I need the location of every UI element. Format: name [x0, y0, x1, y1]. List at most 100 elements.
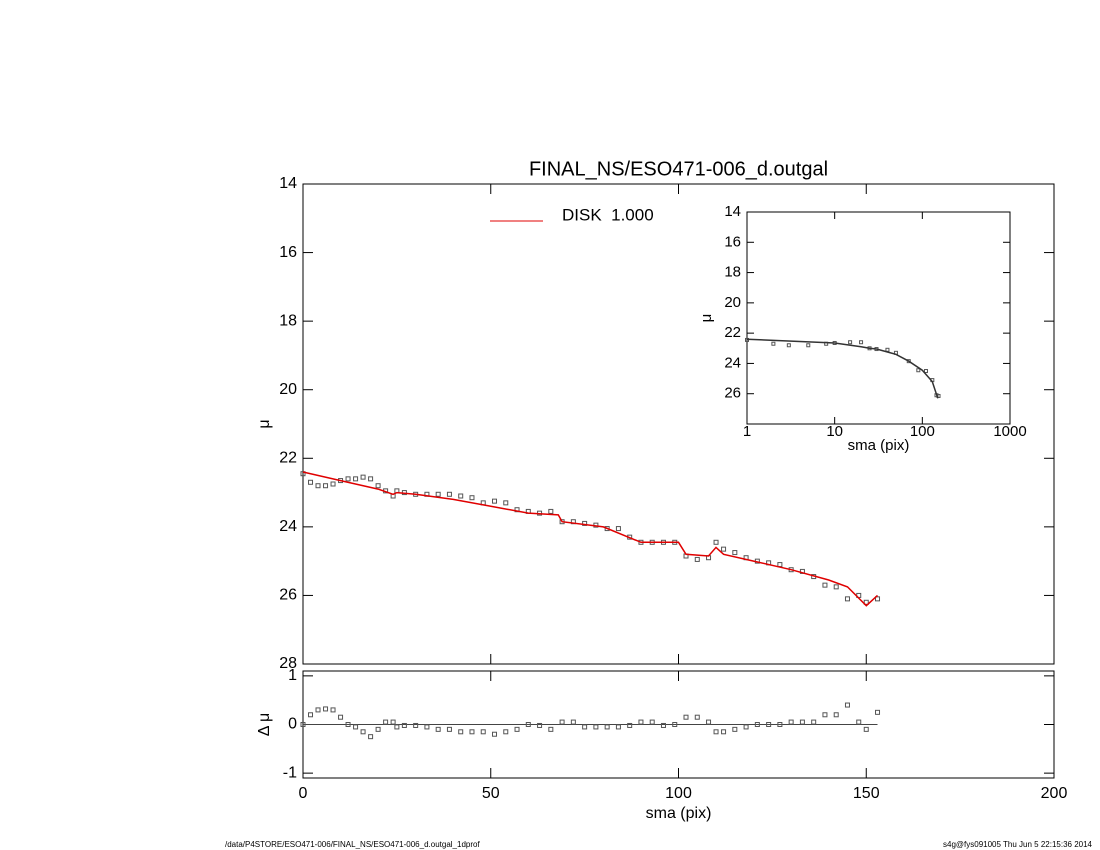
data-point [844, 596, 850, 602]
data-point [822, 582, 828, 588]
data-point [649, 719, 655, 725]
data-point [345, 722, 351, 727]
data-point [570, 719, 576, 725]
data-point [435, 491, 441, 497]
plot-frame [746, 211, 1011, 425]
data-point [375, 726, 381, 732]
footer-right: s4g@fys091005 Thu Jun 5 22:15:36 2014 [943, 840, 1093, 849]
data-point [833, 584, 839, 590]
data-point [771, 341, 776, 346]
data-point [300, 471, 306, 477]
data-point [786, 343, 791, 348]
data-point [353, 476, 359, 482]
data-point [345, 476, 351, 482]
data-point [863, 726, 869, 732]
data-point [875, 596, 881, 602]
y-tick-label: 28 [279, 655, 297, 672]
data-point [368, 734, 374, 740]
data-point [315, 483, 321, 489]
y-tick-label: 24 [279, 518, 297, 535]
data-point [308, 712, 314, 718]
data-point [848, 340, 853, 345]
data-point [413, 722, 419, 728]
y-tick-label: 22 [279, 450, 297, 467]
data-point [300, 722, 306, 727]
x-axis-label: sma (pix) [848, 437, 910, 454]
data-point [627, 722, 633, 728]
data-point [863, 599, 869, 605]
data-point [308, 479, 314, 485]
data-point [548, 726, 554, 732]
x-tick-label: 200 [1041, 785, 1068, 802]
data-point [811, 719, 817, 725]
data-point [315, 707, 321, 713]
data-point [694, 714, 700, 720]
model-line [746, 338, 939, 399]
data-point [368, 476, 374, 482]
data-point [923, 369, 928, 373]
legend-label: DISK 1.000 [562, 205, 654, 224]
data-point [713, 539, 719, 545]
x-tick-label: 100 [665, 785, 692, 802]
data-point [446, 491, 452, 497]
data-point [806, 343, 811, 348]
y-axis-label: Δ μ [256, 713, 273, 736]
model-line [302, 471, 879, 607]
data-point [537, 722, 543, 728]
data-point [492, 731, 498, 737]
data-point [424, 724, 430, 730]
data-point [480, 729, 486, 735]
y-tick-label: 20 [279, 381, 297, 398]
data-point [446, 726, 452, 732]
y-tick-label: 16 [279, 244, 297, 261]
data-point [799, 719, 805, 725]
data-point [503, 729, 509, 735]
data-point [582, 520, 588, 526]
x-tick-label: 10 [826, 423, 843, 440]
y-axis-label: μ [698, 314, 715, 323]
data-point [694, 556, 700, 562]
y-tick-label: 18 [724, 264, 741, 281]
data-point [458, 729, 464, 735]
data-point [788, 719, 794, 725]
data-point [435, 726, 441, 732]
y-tick-label: 24 [724, 354, 741, 371]
data-point [777, 722, 783, 727]
data-point [638, 719, 644, 725]
x-axis-label: sma (pix) [646, 805, 712, 822]
data-point [604, 724, 610, 730]
data-point [469, 729, 475, 735]
footer-left: /data/P4STORE/ESO471-006/FINAL_NS/ESO471… [225, 840, 480, 849]
y-tick-label: 18 [279, 312, 297, 329]
data-point [732, 550, 738, 556]
data-point [330, 707, 336, 713]
data-point [330, 481, 336, 487]
data-point [856, 719, 862, 725]
data-point [844, 702, 850, 708]
data-point [360, 474, 366, 480]
data-point [833, 712, 839, 718]
y-tick-label: 26 [279, 587, 297, 604]
data-point [390, 719, 396, 725]
chart-title: FINAL_NS/ESO471-006_d.outgal [529, 158, 828, 180]
data-point [615, 526, 621, 532]
x-tick-label: 50 [482, 785, 500, 802]
data-point [401, 722, 407, 728]
y-tick-label: 26 [724, 385, 741, 402]
data-point [660, 722, 666, 728]
x-tick-label: 100 [910, 423, 935, 440]
y-tick-label: 14 [724, 203, 741, 220]
y-tick-label: 14 [279, 175, 297, 192]
data-point [323, 706, 329, 712]
x-tick-label: 1 [743, 423, 751, 440]
data-point [721, 729, 727, 735]
y-tick-label: 22 [724, 324, 741, 341]
data-point [593, 724, 599, 730]
data-point [338, 714, 344, 720]
data-point [672, 722, 678, 727]
data-point [721, 546, 727, 552]
data-point [559, 719, 565, 725]
y-tick-label: 1 [288, 667, 297, 684]
